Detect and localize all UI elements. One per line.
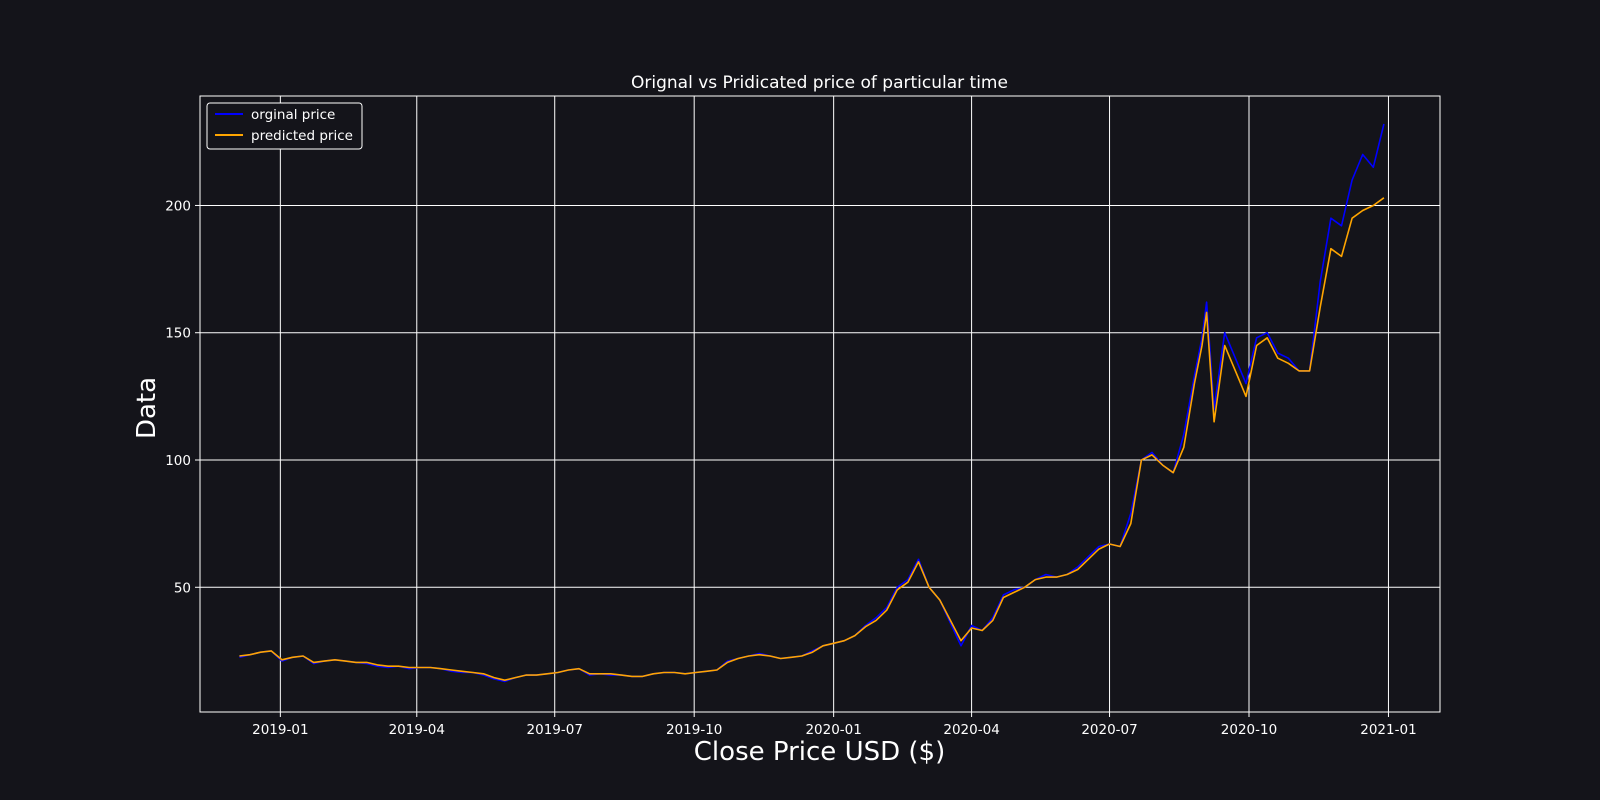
y-tick-label: 50 <box>174 580 191 596</box>
legend-label-original: orginal price <box>251 107 335 123</box>
chart-title: Orignal vs Pridicated price of particula… <box>631 73 1008 93</box>
x-tick-label: 2020-04 <box>943 722 999 738</box>
x-tick-label: 2019-04 <box>389 722 445 738</box>
x-tick-label: 2019-07 <box>527 722 583 738</box>
x-tick-label: 2020-10 <box>1221 722 1277 738</box>
legend-box <box>206 102 363 150</box>
x-axis-label: Close Price USD ($) <box>694 737 945 767</box>
x-tick-label: 2020-01 <box>805 722 861 738</box>
legend-label-predicted: predicted price <box>251 128 353 144</box>
x-axis: 2019-01 2019-04 2019-07 2019-10 2020-01 2020-… <box>252 712 1417 738</box>
series-line-predicted <box>239 197 1385 682</box>
y-tick-label: 100 <box>165 453 191 469</box>
y-tick-label: 150 <box>165 326 191 342</box>
y-axis-label: Data <box>132 377 162 439</box>
legend: orginal price predicted price <box>206 102 363 150</box>
plot-frame <box>199 95 1441 713</box>
x-tick-label: 2021-01 <box>1360 722 1416 738</box>
x-tick-label: 2019-01 <box>252 722 308 738</box>
grid <box>200 96 1440 712</box>
x-tick-label: 2020-07 <box>1081 722 1137 738</box>
y-tick-label: 200 <box>165 198 191 214</box>
x-tick-label: 2019-10 <box>666 722 722 738</box>
y-axis: 50 100 150 200 <box>165 198 200 596</box>
series-group <box>239 123 1385 683</box>
